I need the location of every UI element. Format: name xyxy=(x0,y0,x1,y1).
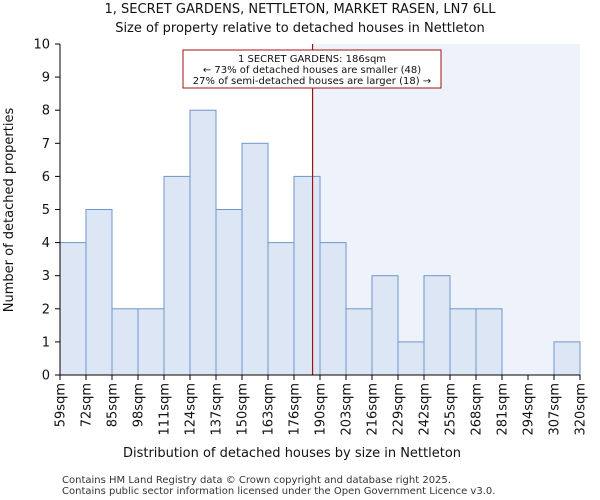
y-tick-label-9: 9 xyxy=(42,71,50,86)
x-tick-label-150sqm: 150sqm xyxy=(236,383,251,436)
bar-203sqm xyxy=(345,308,373,376)
bar-85sqm xyxy=(111,308,139,376)
bar-216sqm xyxy=(371,275,399,376)
x-tick-label-85sqm: 85sqm xyxy=(106,383,121,427)
x-tick-label-307sqm: 307sqm xyxy=(548,383,563,436)
bar-242sqm xyxy=(423,275,451,376)
bar-150sqm xyxy=(241,142,269,376)
y-tick-label-4: 4 xyxy=(42,236,50,251)
bar-176sqm xyxy=(293,175,321,376)
x-tick-label-203sqm: 203sqm xyxy=(340,383,355,436)
annotation-line-2: ← 73% of detached houses are smaller (48… xyxy=(203,65,421,76)
marker-annotation: 1 SECRET GARDENS: 186sqm ← 73% of detach… xyxy=(182,49,442,89)
x-tick-label-98sqm: 98sqm xyxy=(132,383,147,427)
y-tick-label-10: 10 xyxy=(33,38,50,53)
bar-268sqm xyxy=(475,308,503,376)
x-tick-label-216sqm: 216sqm xyxy=(366,383,381,436)
x-tick-label-137sqm: 137sqm xyxy=(210,383,225,436)
x-tick-label-190sqm: 190sqm xyxy=(314,383,329,436)
x-tick-label-72sqm: 72sqm xyxy=(80,383,95,427)
bar-111sqm xyxy=(163,175,191,376)
x-tick-label-320sqm: 320sqm xyxy=(574,383,589,436)
bar-98sqm xyxy=(137,308,165,376)
y-tick-label-0: 0 xyxy=(42,369,50,384)
x-tick-label-255sqm: 255sqm xyxy=(444,383,459,436)
bar-59sqm xyxy=(59,242,87,376)
x-axis-label: Distribution of detached houses by size … xyxy=(123,446,461,461)
x-tick-label-163sqm: 163sqm xyxy=(262,383,277,436)
y-tick-label-5: 5 xyxy=(42,203,50,218)
annotation-line-1: 1 SECRET GARDENS: 186sqm xyxy=(238,54,386,65)
x-ticks: 59sqm 72sqm 85sqm 98sqm 111sqm 124sqm 137sqm 15… xyxy=(54,375,589,436)
y-ticks: 0 1 2 3 4 5 6 7 8 9 10 xyxy=(33,38,60,384)
bar-307sqm xyxy=(553,341,581,376)
y-tick-label-3: 3 xyxy=(42,269,50,284)
x-tick-label-124sqm: 124sqm xyxy=(184,383,199,436)
y-axis-label: Number of detached properties xyxy=(2,108,17,313)
bar-190sqm xyxy=(319,242,347,376)
bar-163sqm xyxy=(267,242,295,376)
y-tick-label-1: 1 xyxy=(42,335,50,350)
x-tick-label-111sqm: 111sqm xyxy=(158,383,173,436)
chart-title: 1, SECRET GARDENS, NETTLETON, MARKET RAS… xyxy=(104,2,496,17)
x-tick-label-268sqm: 268sqm xyxy=(470,383,485,436)
footer-line-2: Contains public sector information licen… xyxy=(62,486,495,497)
bar-72sqm xyxy=(85,209,113,376)
bars-layer xyxy=(59,109,581,376)
bar-124sqm xyxy=(189,109,217,376)
bar-229sqm xyxy=(397,341,425,376)
annotation-box xyxy=(182,49,442,89)
x-tick-label-294sqm: 294sqm xyxy=(522,383,537,436)
x-tick-label-176sqm: 176sqm xyxy=(288,383,303,436)
x-tick-label-229sqm: 229sqm xyxy=(392,383,407,436)
chart-subtitle: Size of property relative to detached ho… xyxy=(115,21,485,36)
y-tick-label-2: 2 xyxy=(42,302,50,317)
x-tick-label-59sqm: 59sqm xyxy=(54,383,69,427)
bar-255sqm xyxy=(449,308,477,376)
y-tick-label-6: 6 xyxy=(42,170,50,185)
y-tick-label-8: 8 xyxy=(42,104,50,119)
x-tick-label-281sqm: 281sqm xyxy=(496,383,511,436)
x-tick-label-242sqm: 242sqm xyxy=(418,383,433,436)
annotation-line-3: 27% of semi-detached houses are larger (… xyxy=(193,76,431,87)
y-tick-label-7: 7 xyxy=(42,137,50,152)
footer-line-1: Contains HM Land Registry data © Crown c… xyxy=(62,475,451,486)
bar-137sqm xyxy=(215,209,243,376)
